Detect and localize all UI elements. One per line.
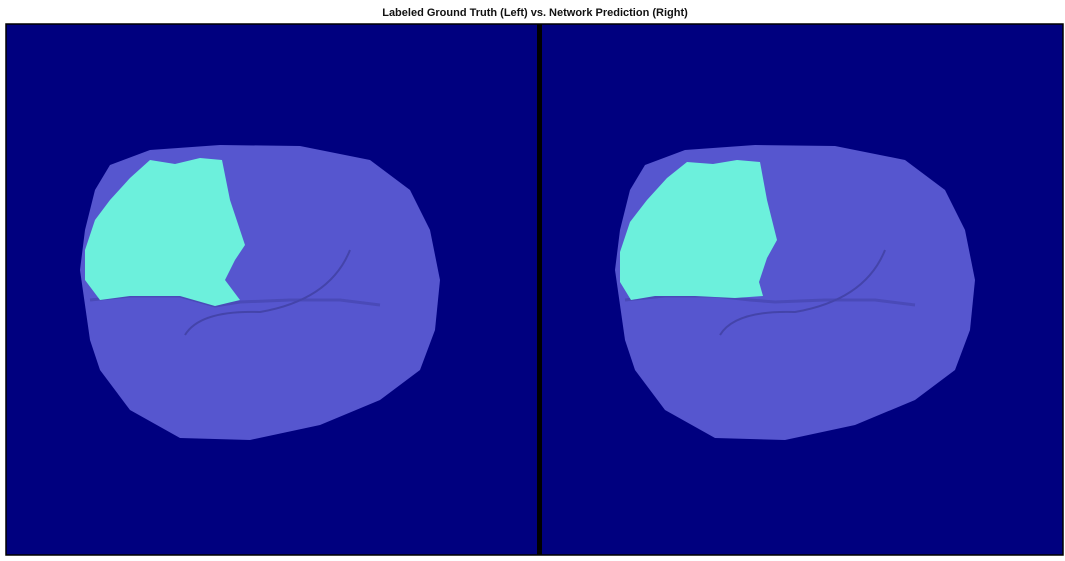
figure: Labeled Ground Truth (Left) vs. Network … [0, 0, 1065, 556]
montage-divider [537, 24, 542, 555]
figure-title: Labeled Ground Truth (Left) vs. Network … [382, 7, 688, 19]
